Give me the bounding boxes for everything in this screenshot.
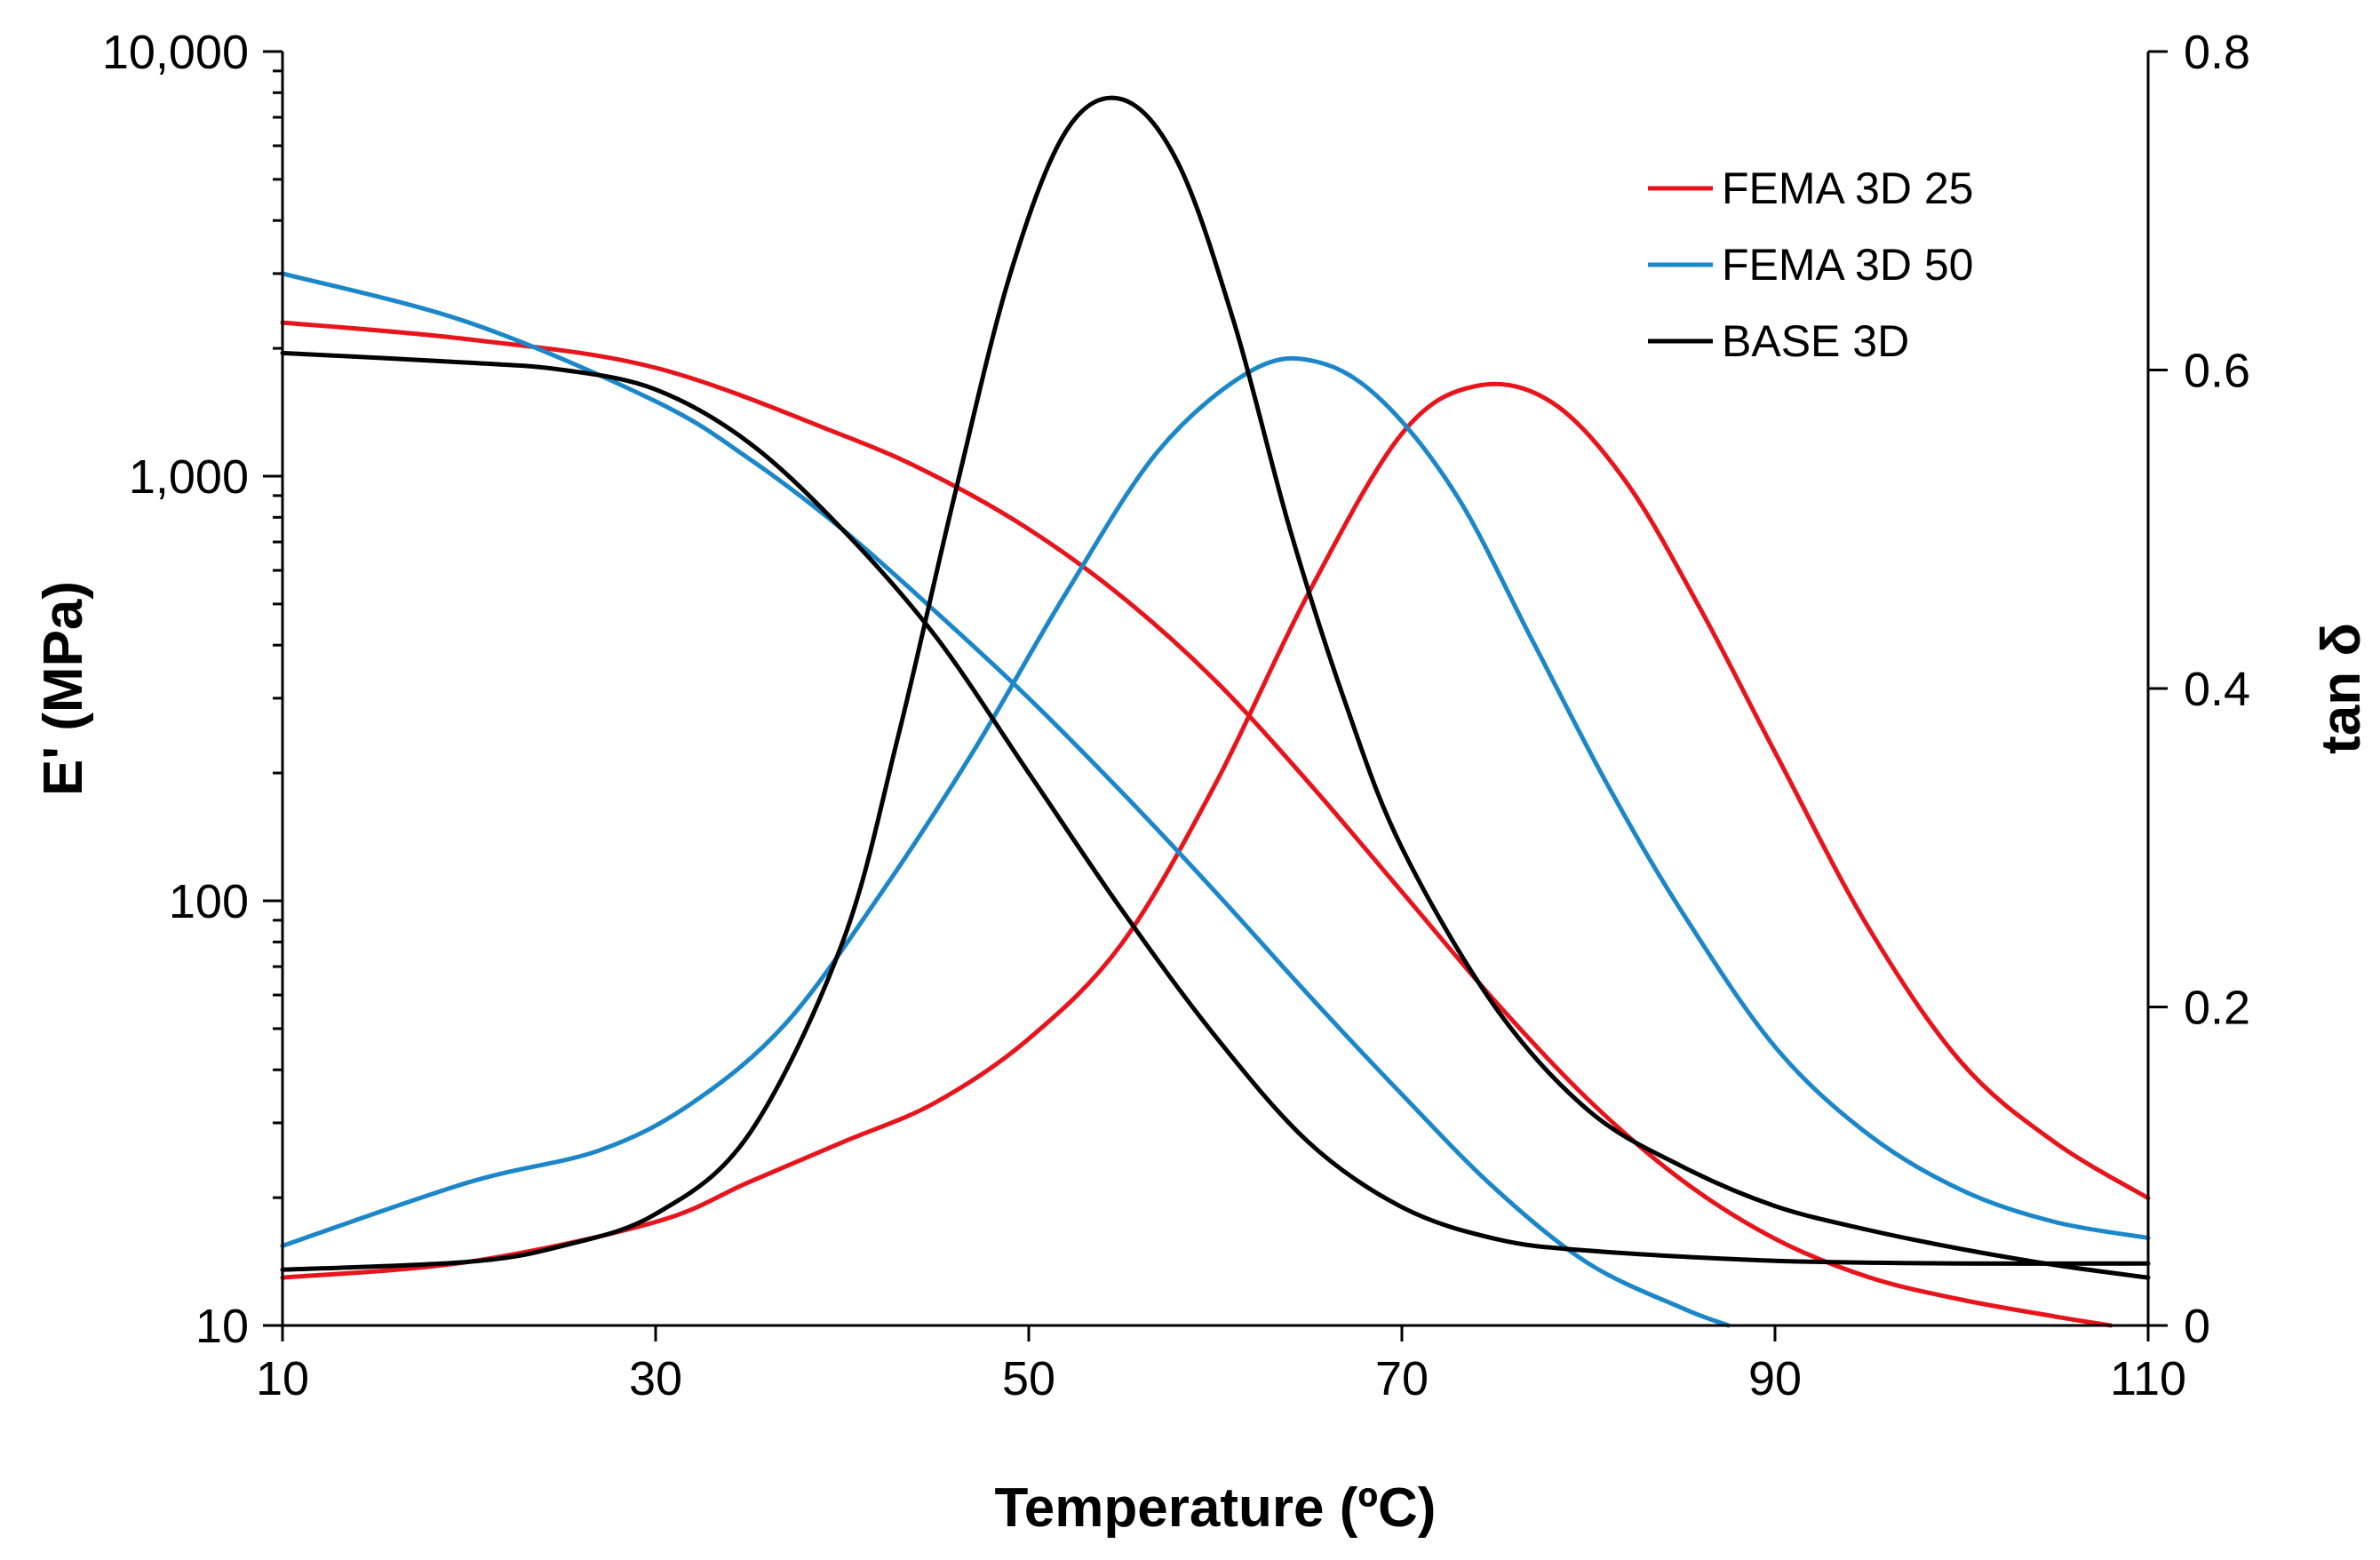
y-right-tick-label: 0.6 xyxy=(2184,345,2250,398)
storage-modulus-line-fema-3d-50 xyxy=(280,271,1731,1328)
x-tick-label: 10 xyxy=(256,1352,309,1405)
x-tick-label: 110 xyxy=(2110,1352,2186,1405)
axes-layer: 10 30 50 70 90 110 10 100 1,000 10,000 0 0.2 0.4 0.6 0… xyxy=(33,26,2372,1539)
y-right-tick-label: 0.8 xyxy=(2184,26,2250,79)
x-tick-label: 70 xyxy=(1375,1352,1429,1405)
tan-delta-line-fema-3d-25 xyxy=(280,381,2151,1280)
legend: FEMA 3D 25 FEMA 3D 50 BASE 3D xyxy=(1648,163,1973,366)
y-left-tick-label: 10 xyxy=(195,1300,249,1353)
y-right-tick-label: 0.4 xyxy=(2184,663,2250,716)
legend-label-fema-3d-25: FEMA 3D 25 xyxy=(1722,163,1973,213)
y-right-tick-label: 0 xyxy=(2184,1300,2210,1353)
y-left-tick-label: 1,000 xyxy=(129,450,249,504)
tan-delta-line-fema-3d-50 xyxy=(280,355,2151,1248)
tan-delta-line-base-3d xyxy=(280,95,2151,1280)
legend-label-fema-3d-50: FEMA 3D 50 xyxy=(1722,240,1973,290)
y-right-axis-title: tan δ xyxy=(2311,623,2372,754)
legend-label-base-3d: BASE 3D xyxy=(1722,316,1909,366)
y-right-tick-label: 0.2 xyxy=(2184,982,2250,1035)
y-left-tick-label: 100 xyxy=(169,875,249,928)
x-tick-label: 50 xyxy=(1002,1352,1055,1405)
y-left-tick-label: 10,000 xyxy=(102,26,249,79)
y-left-axis-title: E' (MPa) xyxy=(33,581,94,796)
x-tick-label: 30 xyxy=(629,1352,682,1405)
x-axis-title: Temperature (ºC) xyxy=(995,1477,1437,1539)
storage-modulus-line-base-3d xyxy=(280,350,2151,1266)
x-tick-label: 90 xyxy=(1748,1352,1802,1405)
curves-layer xyxy=(280,95,2151,1328)
storage-modulus-line-fema-3d-25 xyxy=(280,320,2113,1328)
